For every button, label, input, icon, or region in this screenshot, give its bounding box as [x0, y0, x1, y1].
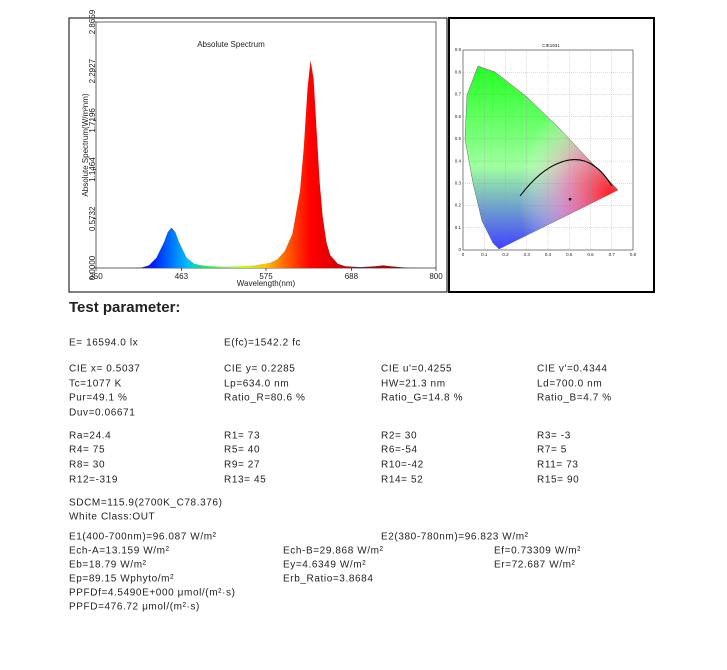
cie-panel [448, 17, 655, 293]
y-tick-label: 1.1464 [88, 157, 97, 182]
band-value: Erb_Ratio=3.8684 [283, 574, 374, 585]
x-tick-label: 0.1 [481, 252, 488, 257]
y-tick-label: 0.8 [455, 69, 462, 74]
x-tick-label: 800 [429, 272, 443, 281]
rendering-value: R13= 45 [224, 475, 266, 486]
colorimetry-value: Tc=1077 K [69, 379, 122, 390]
illuminance-value: E(fc)=1542.2 fc [224, 338, 301, 349]
spectrum-area [96, 60, 436, 269]
spectrum-panel [68, 17, 448, 293]
rendering-value: R9= 27 [224, 460, 260, 471]
irradiance-value: E2(380-780nm)=96.823 W/m² [381, 532, 529, 543]
rendering-value: R11= 73 [537, 460, 579, 471]
y-tick-label: 0.2 [455, 203, 462, 208]
y-tick-label: 0.0000 [88, 255, 97, 280]
colorimetry-value: CIE v'=0.4344 [537, 364, 608, 375]
y-tick-label: 0.1 [455, 225, 462, 230]
plot-frame [95, 21, 437, 269]
colorimetry-value: Ratio_B=4.7 % [537, 393, 612, 404]
photon-value: PPFDf=4.5490E+000 μmol/(m²·s) [69, 588, 236, 599]
cie-title: CIE1931 [542, 43, 560, 48]
x-tick-label: 0.7 [609, 252, 616, 257]
rendering-value: R2= 30 [381, 431, 417, 442]
rendering-value: R4= 75 [69, 445, 105, 456]
colorimetry-value: Pur=49.1 % [69, 393, 128, 404]
x-tick-label: 0.4 [545, 252, 552, 257]
x-tick-label: 688 [345, 272, 359, 281]
band-value: Er=72.687 W/m² [494, 560, 576, 571]
irradiance-value: E1(400-700nm)=96.087 W/m² [69, 532, 217, 543]
x-tick-label: 0.5 [566, 252, 573, 257]
x-tick-label: 0.8 [630, 252, 637, 257]
band-value: Ep=89.15 Wphyto/m² [69, 574, 174, 585]
classification-value: White Class:OUT [69, 512, 155, 523]
cie-point [568, 197, 572, 201]
colorimetry-value: CIE y= 0.2285 [224, 364, 295, 375]
band-value: Eb=18.79 W/m² [69, 560, 147, 571]
rendering-value: R6=-54 [381, 445, 418, 456]
colorimetry-value: Ld=700.0 nm [537, 379, 602, 390]
y-tick-label: 0.5732 [88, 206, 97, 231]
x-tick-label: 0.6 [587, 252, 594, 257]
section-heading: Test parameter: [69, 299, 180, 316]
rendering-value: R14= 52 [381, 475, 423, 486]
band-value: Ech-B=29.868 W/m² [283, 546, 384, 557]
rendering-value: R3= -3 [537, 431, 571, 442]
rendering-value: R7= 5 [537, 445, 567, 456]
rendering-value: R1= 73 [224, 431, 260, 442]
y-tick-label: 0.4 [455, 158, 462, 163]
planckian-locus [519, 159, 613, 197]
x-tick-label: 463 [175, 272, 189, 281]
colorimetry-value: HW=21.3 nm [381, 379, 446, 390]
chart-title: Absolute Spectrum [197, 40, 265, 49]
x-tick-label: 0.2 [502, 252, 509, 257]
y-tick-label: 1.7196 [88, 108, 97, 133]
cie-locus-red [464, 65, 619, 250]
band-value: Ey=4.6349 W/m² [283, 560, 366, 571]
x-tick-label: 350 [89, 272, 103, 281]
x-axis-label: Wavelength(nm) [237, 279, 296, 288]
y-axis-label: Absolute Spectrum(W/m²nm) [81, 93, 90, 196]
y-tick-label: 2.8659 [88, 9, 97, 34]
colorimetry-value: CIE x= 0.5037 [69, 364, 140, 375]
rendering-value: R15= 90 [537, 475, 579, 486]
x-tick-label: 575 [259, 272, 273, 281]
y-tick-label: 2.2927 [88, 58, 97, 83]
rendering-value: R10=-42 [381, 460, 424, 471]
y-tick-label: 0.7 [455, 92, 462, 97]
y-tick-label: 0.6 [455, 114, 462, 119]
colorimetry-value: Duv=0.06671 [69, 408, 135, 419]
colorimetry-value: Ratio_R=80.6 % [224, 393, 306, 404]
y-tick-label: 0.9 [455, 47, 462, 52]
x-tick-label: 0 [462, 252, 465, 257]
colorimetry-value: Ratio_G=14.8 % [381, 393, 463, 404]
photon-value: PPFD=476.72 μmol/(m²·s) [69, 602, 200, 613]
colorimetry-value: CIE u'=0.4255 [381, 364, 452, 375]
band-value: Ech-A=13.159 W/m² [69, 546, 170, 557]
rendering-value: R5= 40 [224, 445, 260, 456]
band-value: Ef=0.73309 W/m² [494, 546, 581, 557]
illuminance-value: E= 16594.0 lx [69, 338, 138, 349]
y-tick-label: 0.3 [455, 181, 462, 186]
classification-value: SDCM=115.9(2700K_C78.376) [69, 498, 223, 509]
colorimetry-value: Lp=634.0 nm [224, 379, 289, 390]
y-tick-label: 0.5 [455, 136, 462, 141]
rendering-value: R8= 30 [69, 460, 105, 471]
x-tick-label: 0.3 [524, 252, 531, 257]
y-tick-label: 0 [458, 247, 461, 252]
rendering-value: R12=-319 [69, 475, 118, 486]
rendering-value: Ra=24.4 [69, 431, 111, 442]
